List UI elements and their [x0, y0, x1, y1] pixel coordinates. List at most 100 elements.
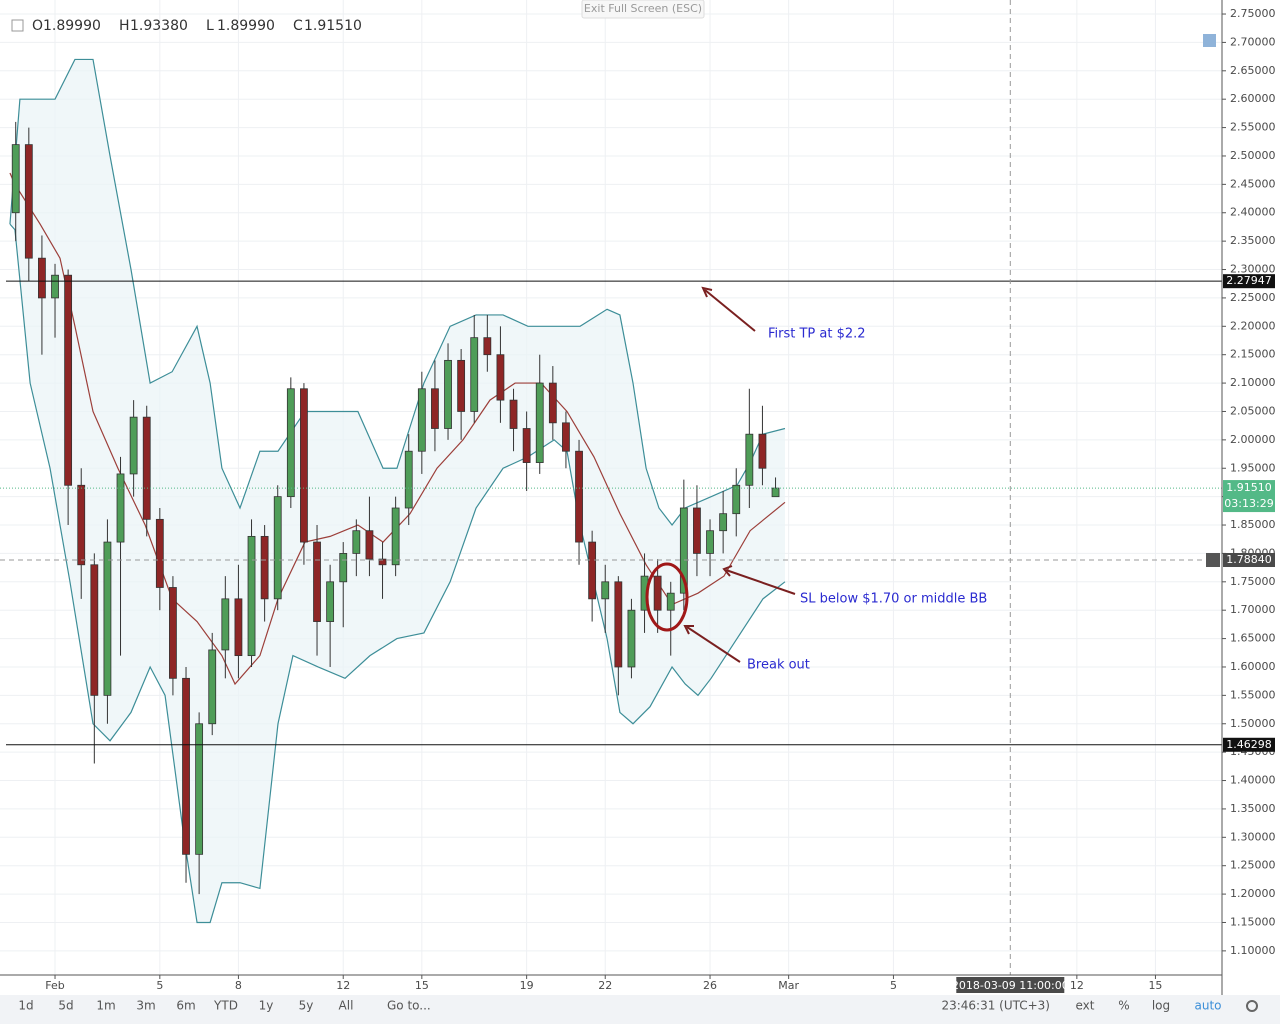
y-tick-label: 2.20000: [1230, 319, 1276, 332]
y-tick-label: 2.40000: [1230, 206, 1276, 219]
y-tick-label: 1.85000: [1230, 518, 1276, 531]
y-tick-label: 2.55000: [1230, 121, 1276, 134]
y-tick-label: 2.65000: [1230, 64, 1276, 77]
range-button[interactable]: 1y: [259, 999, 274, 1013]
candle-body: [286, 388, 295, 498]
crosshair-y-label: 1.78840: [1226, 553, 1272, 566]
range-button[interactable]: 6m: [176, 999, 195, 1013]
candle-body: [417, 388, 426, 452]
ohlc-key: L: [206, 18, 214, 34]
annotation: First TP at $2.2: [768, 327, 866, 342]
annotations: First TP at $2.2 SL below $1.70 or middl…: [645, 286, 987, 673]
range-button[interactable]: All: [339, 999, 354, 1013]
crosshair-plus[interactable]: [1206, 553, 1220, 568]
candle-body: [313, 541, 321, 622]
last-price-box: [1223, 480, 1275, 513]
y-tick-label: 1.95000: [1230, 461, 1276, 474]
arrow-head: [683, 625, 694, 635]
exit-fullscreen[interactable]: [581, 0, 705, 19]
candle-body: [758, 433, 767, 469]
crosshair-x-box: [956, 977, 1065, 993]
y-tick-label: 1.25000: [1230, 859, 1276, 872]
candle-body: [77, 484, 86, 566]
last-price-label: 1.91510: [1226, 481, 1272, 494]
band-line: [9, 223, 786, 924]
y-tick-label: 2.00000: [1230, 433, 1276, 446]
candle-body: [339, 553, 348, 583]
x-tick-label: 19: [520, 979, 534, 992]
candle-body: [562, 422, 570, 452]
x-tick-label: Feb: [45, 979, 64, 992]
scale-option[interactable]: auto: [1194, 999, 1221, 1013]
x-tick-label: Mar: [778, 979, 799, 992]
crosshair-x-label: 2018-03-09 11:00:00: [952, 979, 1069, 992]
arrow-head: [722, 565, 733, 577]
candle-body: [719, 513, 728, 532]
y-tick-label: 2.60000: [1230, 92, 1276, 105]
candle-body: [273, 496, 282, 600]
arrow: [686, 626, 741, 663]
candle-body: [509, 399, 518, 429]
candle-body: [457, 359, 466, 412]
scale-option[interactable]: ext: [1076, 999, 1095, 1013]
ohlc-key: O: [32, 18, 43, 34]
x-tick-label: 12: [336, 979, 350, 992]
level-label-box: [1223, 737, 1275, 752]
candle-body: [666, 592, 675, 611]
scale-option[interactable]: %: [1118, 999, 1129, 1013]
candle-body: [575, 450, 583, 543]
y-tick-label: 1.30000: [1230, 830, 1276, 843]
ohlc-key: H: [119, 18, 130, 34]
y-tick-label: 1.50000: [1230, 717, 1276, 730]
candle-body: [548, 382, 557, 424]
settings-icon[interactable]: [1246, 1000, 1258, 1012]
exit-fullscreen-label: Exit Full Screen (ESC): [584, 2, 702, 15]
ohlc-value: 1.89990: [217, 18, 275, 34]
range-button[interactable]: YTD: [213, 999, 238, 1013]
candle-body: [693, 507, 701, 554]
candle-body: [391, 507, 400, 566]
x-tick-label: 12: [1070, 979, 1084, 992]
candle-body: [260, 535, 269, 600]
ohlc-value: 1.93380: [130, 18, 188, 34]
candle-body: [182, 677, 190, 855]
x-tick-label: 8: [235, 979, 242, 992]
x-tick-label: 15: [1148, 979, 1162, 992]
candle-body: [653, 575, 662, 611]
y-tick-label: 2.35000: [1230, 234, 1276, 247]
range-button[interactable]: 1d: [18, 999, 33, 1013]
y-tick-label: 2.50000: [1230, 149, 1276, 162]
y-tick-label: 2.10000: [1230, 376, 1276, 389]
scale-icon[interactable]: [1203, 34, 1216, 47]
range-button[interactable]: 5y: [299, 999, 314, 1013]
candle-body: [300, 388, 308, 543]
range-button[interactable]: 1m: [96, 999, 115, 1013]
y-tick-label: 2.30000: [1230, 263, 1276, 276]
y-tick-label: 2.45000: [1230, 177, 1276, 190]
candle-body: [352, 530, 361, 554]
band-line: [9, 172, 786, 686]
candle-body: [483, 337, 492, 356]
goto-button[interactable]: Go to...: [387, 999, 431, 1013]
candle-body: [169, 587, 177, 679]
candle-body: [404, 450, 413, 509]
arrow-head: [701, 286, 713, 298]
candle-body: [706, 530, 714, 554]
scale-option[interactable]: log: [1152, 999, 1170, 1013]
x-tick-label: 5: [890, 979, 897, 992]
candle-body: [496, 354, 505, 401]
y-tick-label: 1.75000: [1230, 575, 1276, 588]
candle-body: [771, 487, 780, 498]
range-button[interactable]: 3m: [136, 999, 155, 1013]
candle-body: [627, 609, 636, 668]
candle-body: [378, 558, 387, 566]
y-tick-label: 1.20000: [1230, 887, 1276, 900]
candle-body: [732, 484, 741, 515]
range-button[interactable]: 5d: [58, 999, 73, 1013]
bottom-toolbar: [0, 995, 1280, 1024]
y-tick-label: 1.15000: [1230, 915, 1276, 928]
collapse-icon[interactable]: [11, 19, 24, 32]
candle-body: [431, 388, 439, 429]
x-tick-label: 15: [415, 979, 429, 992]
